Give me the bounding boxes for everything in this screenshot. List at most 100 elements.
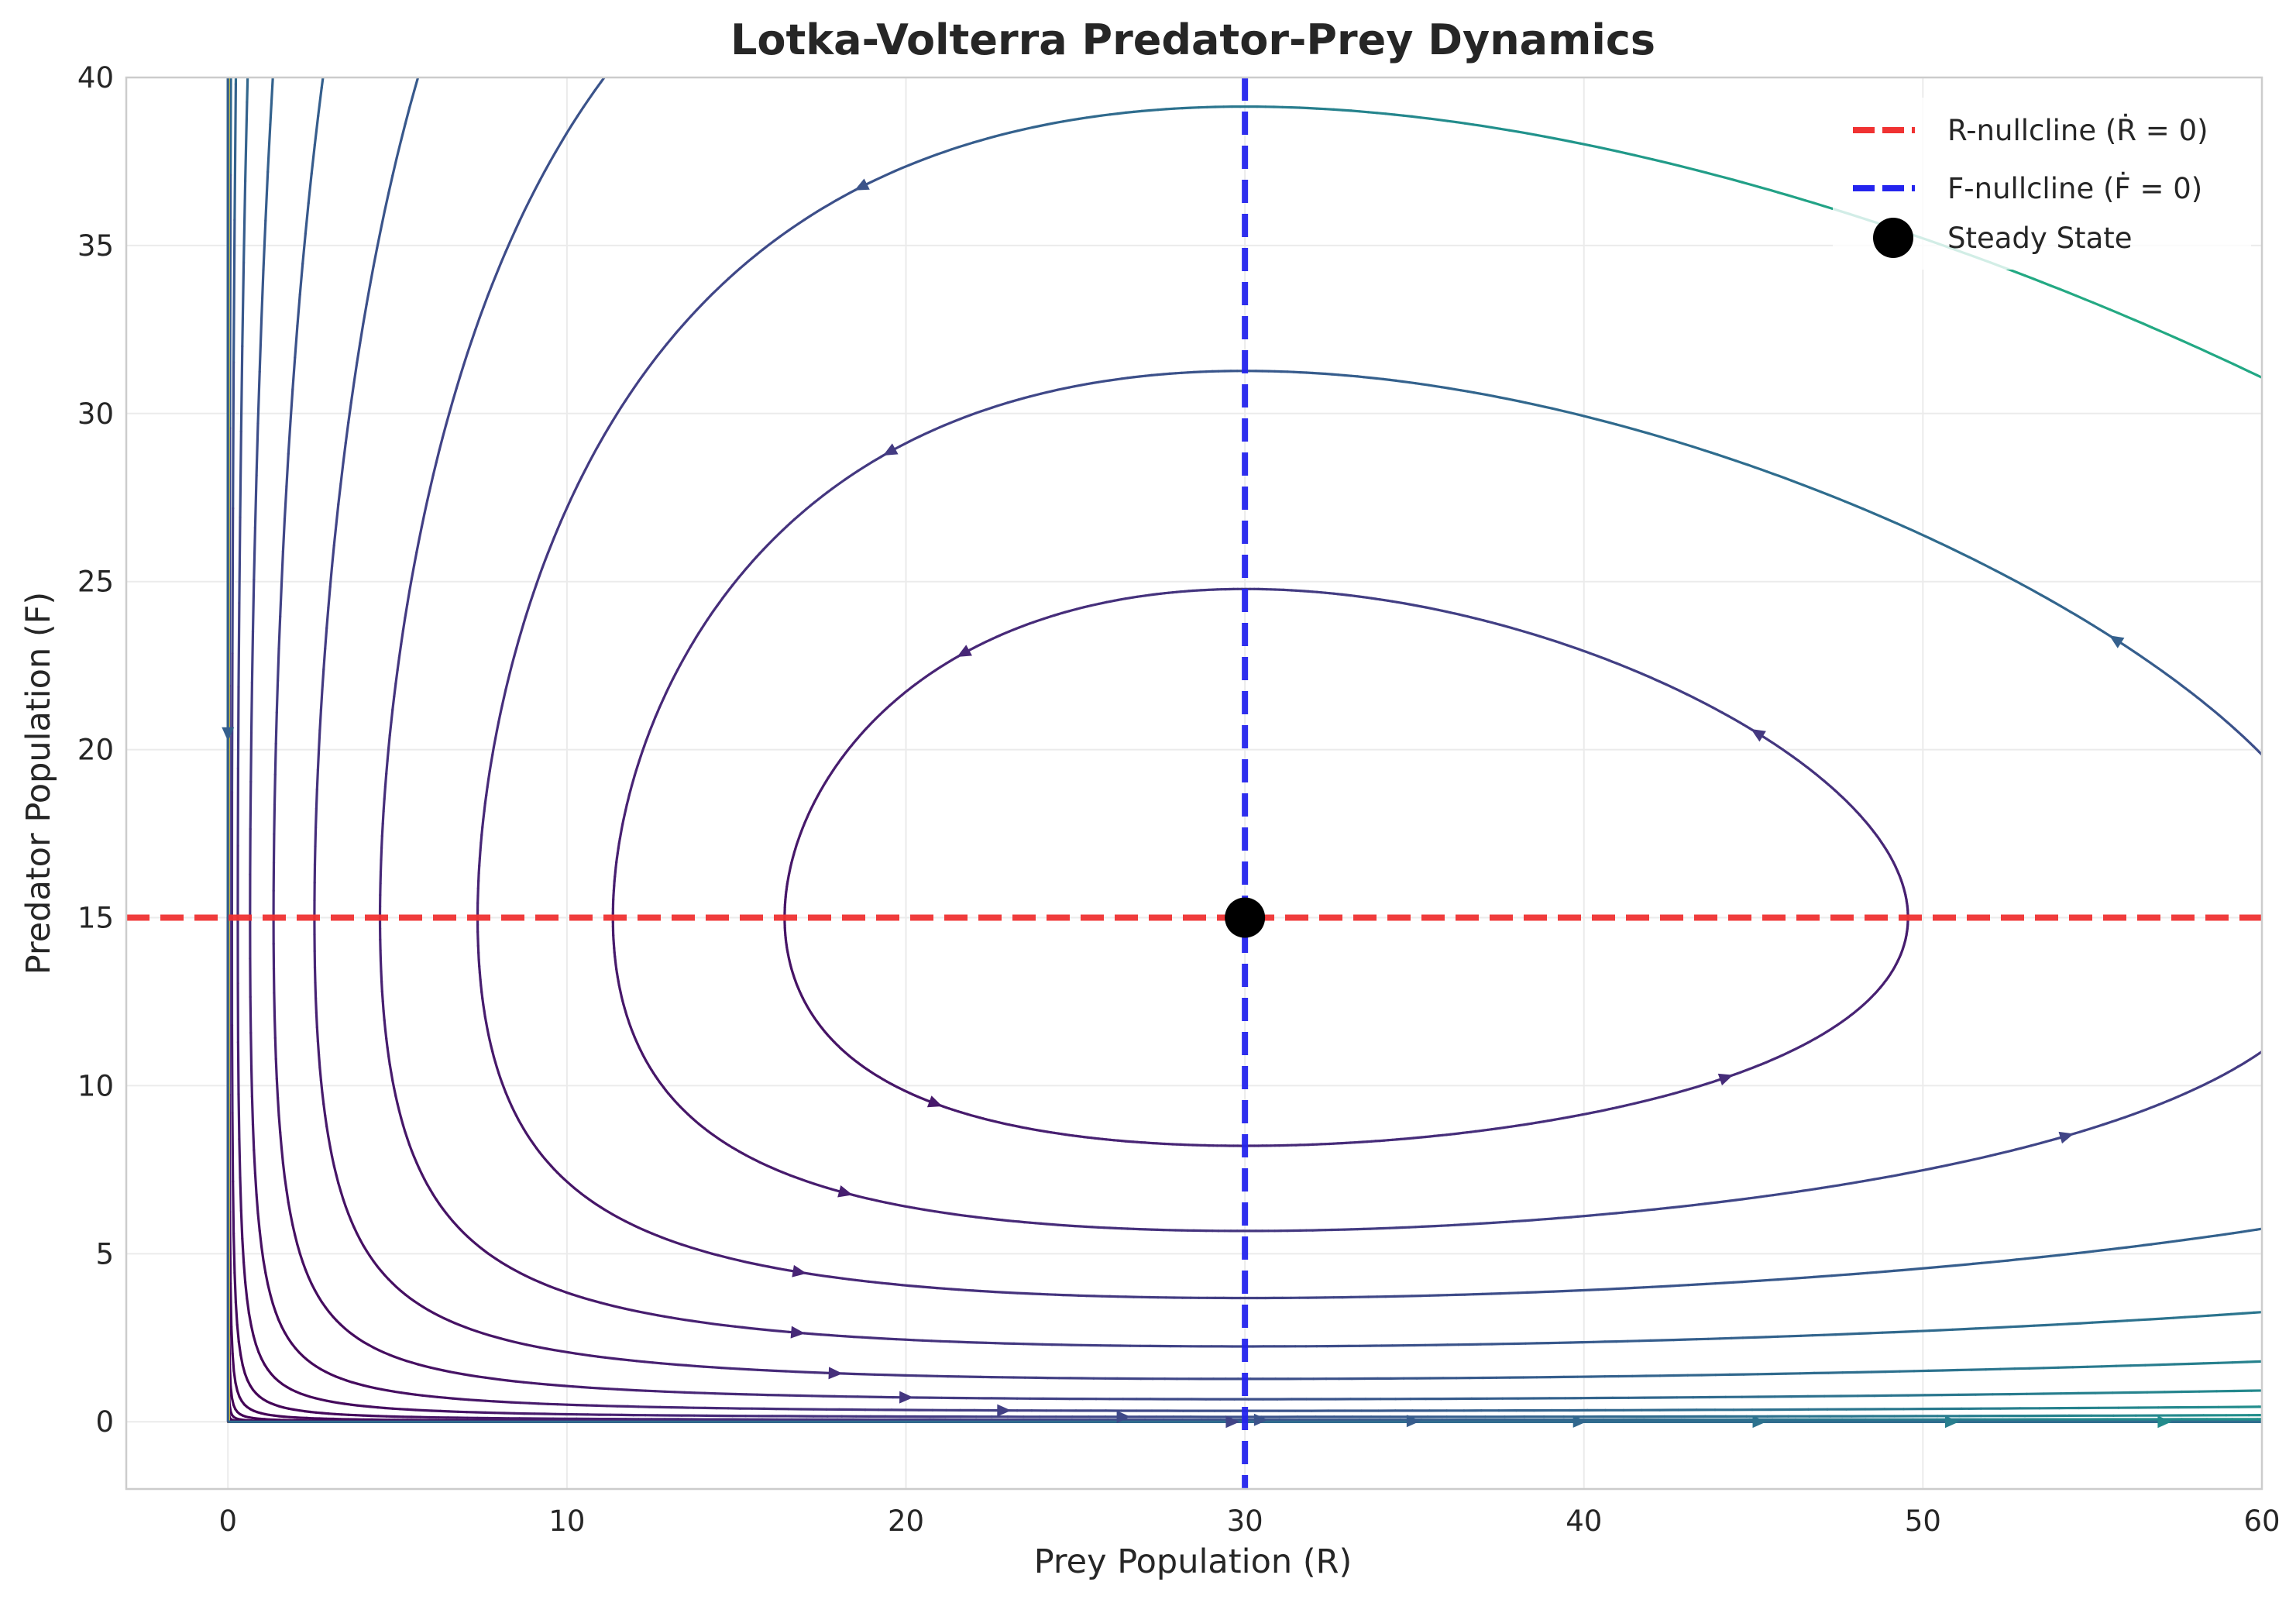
streamline-segment	[2281, 1225, 2288, 1226]
streamline-segment	[333, 0, 337, 6]
streamline-segment	[685, 1392, 695, 1393]
streamline-segment	[382, 992, 383, 1002]
streamline-segment	[2177, 1240, 2185, 1241]
streamline-segment	[871, 1338, 879, 1339]
streamline-segment	[283, 1163, 284, 1177]
streamline-segment	[1334, 109, 1342, 110]
streamline-segment	[283, 519, 284, 552]
streamline-segment	[2174, 1317, 2185, 1318]
streamline-segment	[389, 735, 390, 748]
streamline-segment	[1787, 1278, 1796, 1279]
streamline-segment	[2288, 1309, 2296, 1310]
streamline-segment	[2270, 1044, 2273, 1046]
streamline-segment	[317, 770, 318, 789]
streamline-segment	[1742, 1281, 1751, 1282]
streamline-segment	[322, 669, 324, 689]
streamline-segment	[644, 21, 651, 28]
streamline-segment	[315, 983, 316, 999]
streamline-segment	[1731, 1338, 1743, 1339]
streamline-segment	[655, 1391, 665, 1392]
streamline-segment	[1769, 1280, 1779, 1281]
streamline-segment	[730, 1368, 740, 1369]
streamline-segment	[2281, 1036, 2283, 1038]
streamline-segment	[1599, 1289, 1608, 1290]
streamline-segment	[1581, 1290, 1590, 1291]
streamline-segment	[2030, 1368, 2044, 1369]
streamline-segment	[1991, 1261, 1999, 1262]
streamline-segment	[2291, 786, 2293, 789]
streamline-segment	[2266, 33, 2277, 38]
streamline-segment	[438, 0, 444, 12]
streamline-segment	[274, 805, 275, 834]
streamline-segment	[1377, 113, 1386, 114]
streamline-segment	[2243, 1312, 2254, 1313]
streamline-segment	[617, 1389, 627, 1390]
streamline-segment	[2185, 1316, 2197, 1317]
streamline-segment	[1554, 1291, 1563, 1292]
streamline-segment	[1421, 118, 1429, 119]
streamline-segment	[321, 689, 322, 710]
streamline-segment	[2127, 1320, 2139, 1321]
streamline-segment	[2278, 772, 2281, 775]
streamline-segment	[600, 1388, 609, 1389]
streamline-segment	[1779, 1279, 1788, 1280]
streamline-segment	[2116, 1366, 2131, 1367]
streamline-segment	[1847, 1333, 1859, 1334]
streamline-segment	[1778, 1336, 1789, 1337]
streamline-segment	[1607, 1289, 1617, 1290]
streamline-segment	[1536, 135, 1545, 136]
streamline-segment	[396, 670, 397, 683]
streamline-segment	[381, 971, 382, 982]
streamline-segment	[1976, 1328, 1988, 1329]
streamline-segment	[382, 982, 383, 992]
streamline-segment	[1689, 1284, 1698, 1285]
streamline-segment	[390, 723, 391, 736]
streamline-segment	[327, 1126, 328, 1137]
streamline-segment	[500, 706, 502, 714]
streamline-segment	[276, 713, 277, 744]
streamline-segment	[275, 1038, 276, 1059]
streamline-segment	[2060, 1254, 2068, 1255]
streamline-segment	[2281, 775, 2283, 778]
streamline-segment	[2131, 1365, 2146, 1366]
streamline-segment	[1859, 1333, 1871, 1334]
streamline-segment	[2273, 1042, 2275, 1044]
streamline-segment	[661, 1363, 669, 1364]
streamline-segment	[2189, 1363, 2204, 1364]
streamline-segment	[316, 998, 317, 1013]
streamline-segment	[658, 7, 665, 14]
streamline-segment	[619, 50, 625, 58]
streamline-segment	[1824, 1335, 1836, 1336]
streamline-segment	[424, 43, 428, 58]
streamline-segment	[1670, 1285, 1679, 1286]
streamline-segment	[2025, 1258, 2033, 1259]
streamline-segment	[1868, 1272, 1877, 1273]
streamline-segment	[2119, 1247, 2127, 1248]
streamline-segment	[387, 1047, 389, 1056]
streamline-segment	[319, 731, 320, 751]
streamline-segment	[321, 1081, 322, 1093]
streamline-segment	[914, 1340, 923, 1341]
streamline-segment	[2291, 1028, 2293, 1030]
streamline-segment	[1644, 1287, 1653, 1288]
streamline-segment	[1662, 1286, 1671, 1287]
streamline-segment	[383, 799, 384, 811]
streamline-segment	[325, 33, 329, 60]
streamline-segment	[320, 710, 321, 731]
streamline-segment	[1325, 109, 1334, 110]
streamline-segment	[638, 28, 644, 36]
streamline-segment	[2286, 780, 2288, 783]
streamline-segment	[2265, 758, 2268, 761]
streamline-segment	[2267, 1046, 2270, 1048]
streamline-segment	[2174, 0, 2185, 2]
streamline-segment	[1456, 122, 1465, 124]
streamline-segment	[2283, 778, 2285, 781]
streamline-segment	[1986, 1369, 2001, 1370]
streamline-segment	[2288, 1030, 2291, 1032]
streamline-segment	[1766, 1336, 1778, 1337]
streamline-segment	[393, 696, 394, 710]
streamline-segment	[499, 714, 500, 723]
streamline-segment	[1999, 1260, 2008, 1261]
streamline-segment	[1734, 1282, 1743, 1283]
